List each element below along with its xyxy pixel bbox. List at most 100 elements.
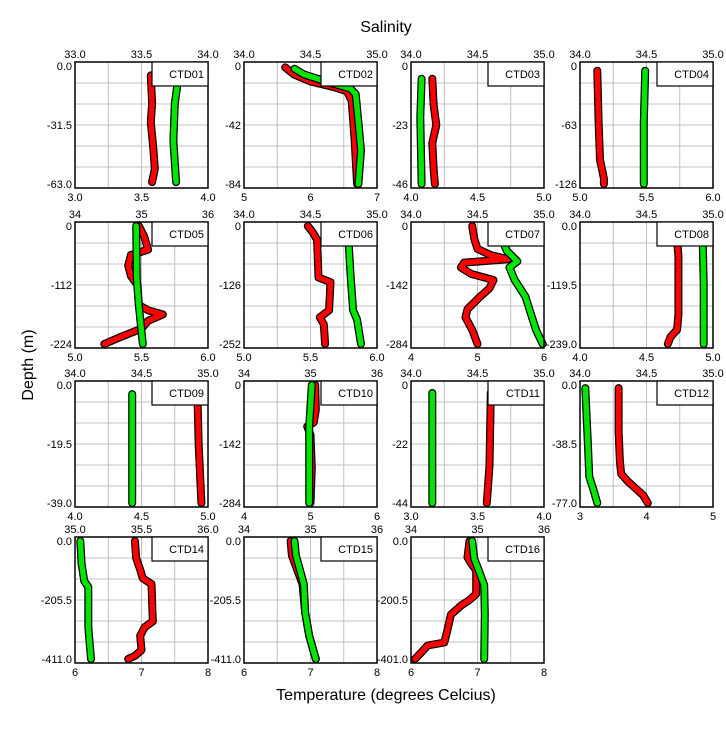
bottom-tick-label: 3.0 — [403, 511, 418, 523]
depth-tick-label: -252 — [219, 339, 241, 351]
bottom-tick-label: 3.5 — [470, 511, 485, 523]
bottom-tick-label: 8 — [541, 667, 547, 679]
green-series-line — [77, 538, 94, 662]
depth-tick-label: -239.0 — [546, 339, 577, 351]
depth-tick-label: -205.5 — [41, 595, 72, 607]
bottom-tick-label: 4.0 — [572, 352, 587, 364]
depth-tick-label: 0.0 — [393, 536, 408, 548]
depth-tick-label: -112 — [51, 280, 72, 292]
red-series-line — [458, 223, 511, 347]
bottom-tick-label: 7 — [474, 667, 480, 679]
depth-tick-label: -119.5 — [547, 280, 577, 292]
depth-tick-label: -42 — [225, 120, 241, 132]
bottom-tick-label: 7 — [374, 192, 380, 204]
red-series-line — [429, 76, 440, 187]
plot-frame — [410, 61, 545, 189]
depth-tick-label: -39.0 — [47, 498, 72, 510]
bottom-tick-label: 4 — [408, 352, 414, 364]
bottom-tick-label: 5 — [307, 511, 313, 523]
station-label: CTD07 — [505, 229, 540, 241]
depth-tick-label: -23 — [392, 120, 408, 132]
top-tick-label: 34.5 — [467, 49, 488, 61]
plot-frame — [579, 61, 714, 189]
red-series-line — [615, 385, 651, 506]
legend-box — [320, 380, 378, 406]
panel-ctd03: CTD03 0 -23 -464.0 4.5 5.0 34.0 34.5 35.0 — [392, 49, 555, 204]
station-label: CTD10 — [338, 388, 373, 400]
depth-tick-label: 0 — [66, 221, 72, 233]
top-tick-label: 35 — [135, 209, 147, 221]
legend-box — [656, 380, 714, 406]
depth-tick-label: 0.0 — [57, 61, 72, 73]
top-tick-label: 34.5 — [636, 368, 657, 380]
top-tick-label: 34.0 — [569, 368, 590, 380]
plot-frame — [243, 380, 378, 508]
legend-box — [656, 61, 714, 87]
station-label: CTD03 — [505, 69, 540, 81]
plot-frame — [410, 536, 545, 664]
bottom-tick-label: 7 — [138, 667, 144, 679]
legend-box — [151, 536, 209, 562]
red-series-line — [194, 391, 205, 506]
bottom-tick-label: 5.0 — [705, 352, 720, 364]
depth-tick-label: -411.0 — [42, 654, 72, 666]
depth-tick-label: -411.0 — [211, 654, 241, 666]
figure-title: Salinity — [360, 19, 412, 36]
bottom-tick-label: 3 — [577, 511, 583, 523]
depth-tick-label: 0 — [402, 61, 408, 73]
panel-ctd16: CTD16 0.0 -200.5 -401.06 7 8 34 35 36 — [377, 524, 550, 679]
depth-tick-label: -200.5 — [377, 595, 408, 607]
top-tick-label: 35.0 — [366, 49, 387, 61]
bottom-tick-label: 4.0 — [403, 192, 418, 204]
bottom-tick-label: 4 — [643, 511, 649, 523]
depth-tick-label: 0.0 — [57, 536, 72, 548]
station-label: CTD02 — [338, 69, 373, 81]
depth-tick-label: 0.0 — [57, 380, 72, 392]
depth-tick-label: 0.0 — [226, 536, 241, 548]
top-tick-label: 34 — [405, 524, 417, 536]
bottom-tick-label: 8 — [374, 667, 380, 679]
legend-box — [151, 221, 209, 247]
bottom-tick-label: 5.0 — [236, 352, 251, 364]
bottom-tick-label: 5 — [710, 511, 716, 523]
depth-tick-label: -142 — [219, 439, 241, 451]
top-tick-label: 36 — [538, 524, 550, 536]
panel-ctd01: CTD01 0.0 -31.5 -63.03.0 3.5 4.0 33.0 33.5 34.0 — [47, 49, 219, 204]
bottom-tick-label: 3.5 — [134, 192, 149, 204]
bottom-tick-label: 6.0 — [705, 192, 720, 204]
plot-frame — [243, 61, 378, 189]
bottom-tick-label: 5.0 — [572, 192, 587, 204]
legend-box — [487, 221, 545, 247]
station-label: CTD06 — [338, 229, 373, 241]
top-tick-label: 34 — [238, 368, 250, 380]
top-tick-label: 35.0 — [702, 368, 723, 380]
depth-tick-label: -44 — [392, 498, 408, 510]
depth-tick-label: -46 — [392, 179, 408, 191]
top-tick-label: 35.0 — [64, 524, 85, 536]
top-tick-label: 35.0 — [533, 368, 554, 380]
top-tick-label: 34.0 — [197, 49, 218, 61]
green-series-line — [417, 76, 425, 187]
depth-tick-label: 0 — [235, 221, 241, 233]
panel-ctd09: CTD09 0.0 -19.5 -39.04.0 4.5 5.0 34.0 34.5 35.0 — [47, 368, 219, 523]
top-tick-label: 34.0 — [400, 368, 421, 380]
top-tick-label: 35.0 — [702, 49, 723, 61]
station-label: CTD11 — [506, 388, 540, 400]
plot-frame — [74, 536, 209, 664]
red-series-line — [484, 390, 494, 506]
legend-box — [487, 380, 545, 406]
top-tick-label: 34.0 — [400, 49, 421, 61]
plot-frame — [410, 221, 545, 349]
depth-tick-label: -284 — [386, 339, 408, 351]
depth-tick-label: -126 — [555, 179, 577, 191]
red-series-line — [665, 223, 682, 347]
legend-box — [151, 380, 209, 406]
station-label: CTD09 — [169, 388, 204, 400]
green-series-line — [344, 223, 364, 347]
bottom-tick-label: 5.0 — [200, 511, 215, 523]
plot-frame — [243, 221, 378, 349]
station-label: CTD14 — [169, 544, 204, 556]
bottom-tick-label: 5.5 — [639, 192, 654, 204]
